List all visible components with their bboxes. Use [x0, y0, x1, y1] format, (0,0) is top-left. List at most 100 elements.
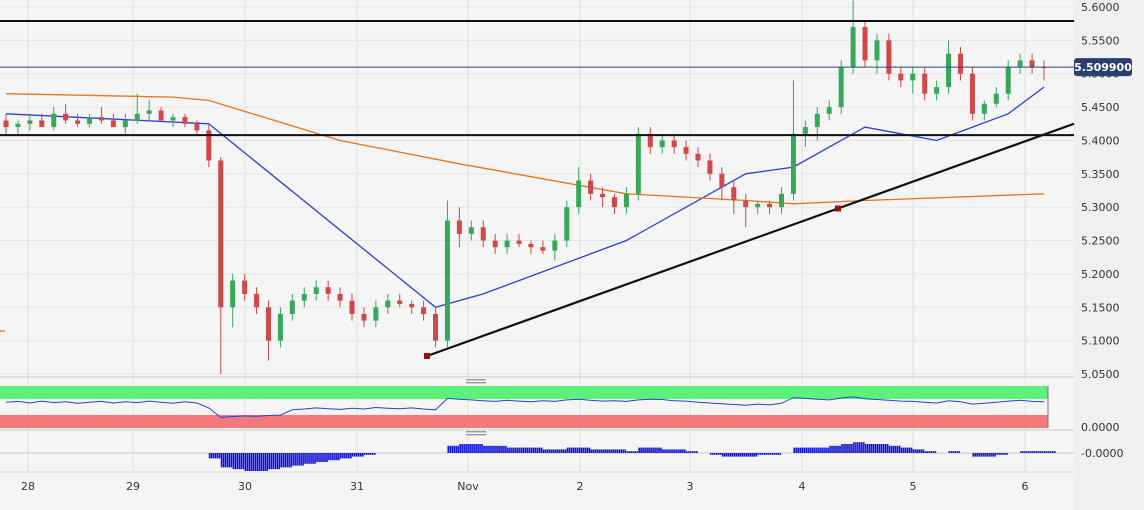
candle	[922, 67, 928, 101]
candle-body	[886, 40, 892, 74]
histogram-bar	[894, 445, 897, 453]
histogram-bar	[226, 453, 229, 468]
price-tick-label: 5.1500	[1081, 301, 1120, 314]
histogram-bar	[598, 449, 601, 453]
histogram-bar	[871, 444, 873, 453]
histogram-bar	[308, 453, 310, 464]
moving-average-line	[5, 93, 1045, 205]
histogram-bar	[342, 453, 344, 459]
candle-body	[325, 287, 331, 294]
candle-body	[492, 240, 498, 248]
candle-body	[170, 117, 176, 121]
histogram-bar	[914, 449, 917, 453]
candle	[564, 200, 570, 248]
histogram-bar	[646, 447, 648, 453]
histogram-bar	[837, 445, 839, 453]
histogram-bar	[795, 447, 798, 453]
histogram-bar	[892, 445, 895, 453]
candle	[504, 233, 510, 254]
price-tick-label: 5.2500	[1081, 235, 1120, 248]
histogram-bar	[489, 445, 491, 453]
histogram-bar	[350, 453, 352, 459]
histogram-bar	[528, 447, 531, 453]
histogram-bar	[847, 444, 849, 453]
histogram-bar	[890, 445, 893, 453]
histogram-bar	[511, 447, 513, 453]
histogram-bar	[590, 449, 593, 453]
histogram-bar	[348, 453, 350, 459]
candle-body	[385, 300, 391, 308]
histogram-bar	[246, 453, 249, 471]
histogram-bar	[485, 445, 487, 453]
histogram-bar	[296, 453, 298, 466]
histogram-bar	[473, 444, 475, 453]
histogram-bar	[668, 449, 670, 453]
histogram-bar	[242, 453, 245, 470]
splitter-handle[interactable]	[466, 379, 486, 384]
candle-body	[349, 300, 355, 314]
histogram-bar	[574, 447, 577, 453]
histogram-bar	[777, 453, 780, 455]
histogram-bar	[855, 442, 857, 453]
candle	[611, 193, 617, 214]
candle	[492, 233, 498, 254]
candle	[313, 280, 319, 301]
candle-body	[874, 40, 880, 61]
histogram-bar	[594, 449, 597, 453]
histogram-bar	[739, 453, 742, 457]
histogram-bar	[346, 453, 348, 459]
histogram-bar	[481, 444, 483, 453]
histogram-bar	[972, 453, 975, 457]
price-tick-label: 5.4500	[1081, 101, 1120, 114]
histogram-bar	[280, 453, 283, 468]
candle-body	[611, 197, 617, 208]
histogram-bar	[505, 445, 507, 453]
candle-body	[671, 140, 677, 148]
candle	[242, 273, 248, 301]
candle	[194, 120, 200, 134]
left-edge-marker	[0, 330, 5, 332]
histogram-bar	[236, 453, 239, 470]
histogram-bar	[367, 453, 370, 455]
histogram-panel: -0.0000	[0, 442, 1123, 471]
histogram-bar	[662, 449, 664, 453]
histogram-bar	[863, 442, 865, 453]
histogram-bar	[210, 453, 213, 459]
histogram-bar	[288, 453, 290, 468]
histogram-bar	[1004, 453, 1006, 455]
histogram-bar	[884, 444, 887, 453]
histogram-bar	[254, 453, 257, 471]
histogram-bar	[469, 444, 471, 453]
candle	[588, 173, 594, 201]
histogram-bar	[294, 453, 296, 466]
candle-body	[444, 220, 450, 341]
histogram-bar	[509, 447, 511, 453]
histogram-bar	[924, 451, 927, 453]
candle	[265, 300, 271, 361]
histogram-bar	[906, 447, 909, 453]
histogram-bar	[208, 453, 211, 459]
histogram-bar	[580, 447, 583, 453]
candle-body	[230, 280, 236, 308]
splitter-handle[interactable]	[466, 431, 486, 436]
histogram-bar	[332, 453, 334, 461]
candle	[15, 120, 21, 134]
candle	[779, 187, 785, 214]
histogram-bar	[811, 447, 813, 453]
candle-body	[206, 130, 212, 161]
trendline-anchor	[835, 205, 841, 212]
histogram-bar	[843, 444, 845, 453]
histogram-bar	[622, 449, 625, 453]
histogram-bar	[825, 447, 827, 453]
histogram-bar	[568, 447, 571, 453]
candle-body	[110, 120, 116, 128]
x-tick-label: 31	[350, 480, 364, 493]
candle-body	[707, 160, 713, 174]
candle-body	[63, 113, 69, 121]
candle-body	[767, 203, 773, 208]
histogram-bar	[260, 453, 263, 471]
histogram-bar	[373, 453, 376, 455]
histogram-bar	[268, 453, 271, 470]
candle-body	[623, 193, 629, 208]
x-tick-label: 29	[126, 480, 140, 493]
